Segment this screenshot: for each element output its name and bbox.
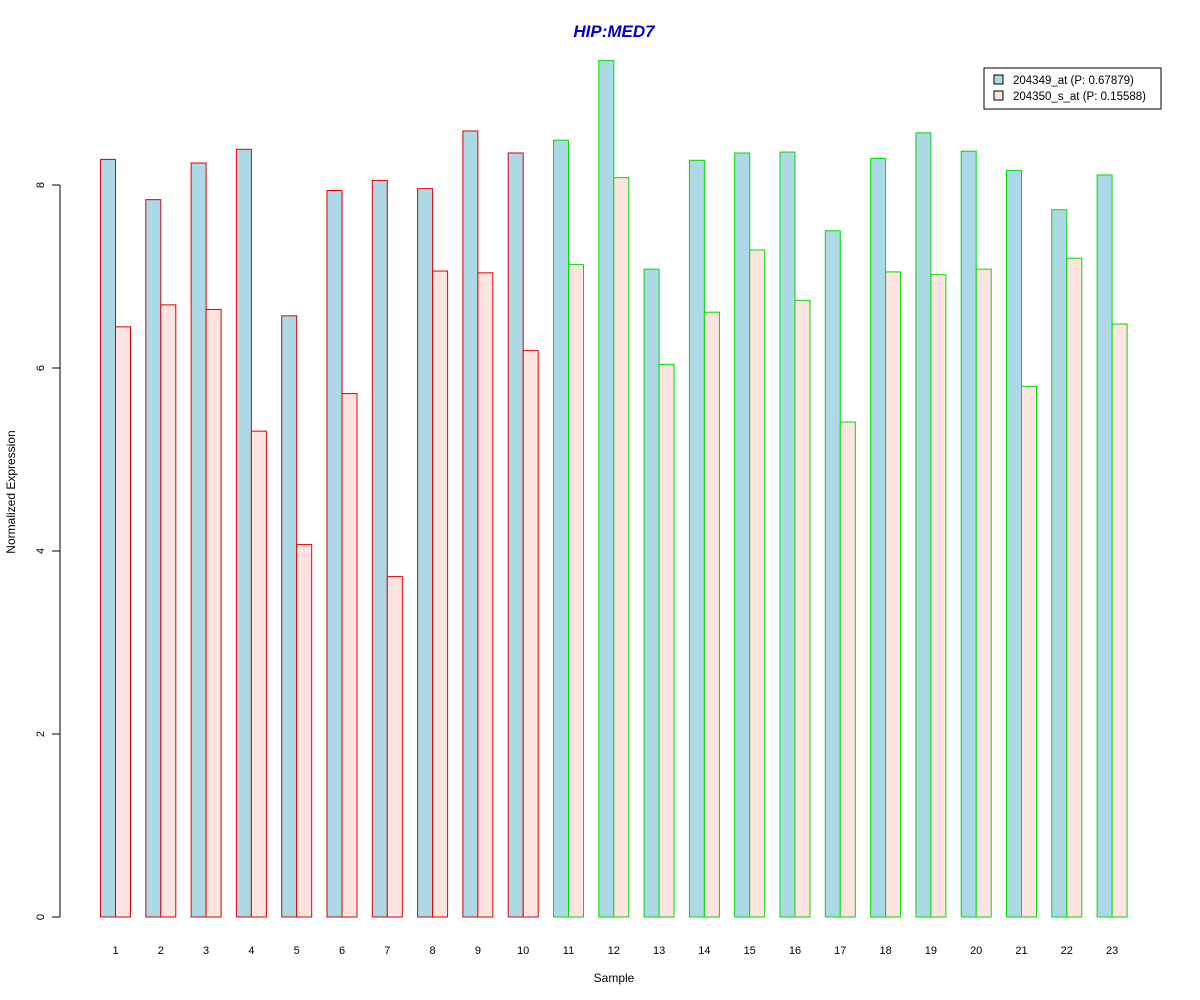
y-axis: 0 2 4 6 8 — [35, 182, 61, 920]
legend-label-204350-s-at: 204350_s_at (P: 0.15588) — [1013, 91, 1146, 103]
x-tick-label: 1 — [112, 945, 118, 957]
chart-title: HIP:MED7 — [573, 22, 656, 41]
x-tick-labels: 1 2 3 4 5 6 7 8 9 10 11 12 13 14 15 16 17 18 19 20 21 22 23 — [112, 945, 1118, 957]
bar-204350-s-at-sample-14 — [703, 311, 720, 918]
x-tick-label: 2 — [158, 945, 164, 957]
bar-204349-at-sample-12 — [598, 60, 615, 918]
y-tick-label: 4 — [35, 548, 47, 554]
x-tick-label: 3 — [203, 945, 209, 957]
y-tick-label: 6 — [35, 365, 47, 371]
bar-204350-s-at-sample-20 — [975, 268, 992, 918]
legend: 204349_at (P: 0.67879) 204350_s_at (P: 0… — [983, 67, 1162, 110]
bar-204349-at-sample-22 — [1051, 209, 1068, 918]
x-axis-title: Sample — [594, 971, 635, 985]
y-tick-label: 2 — [35, 731, 47, 737]
x-tick-label: 8 — [430, 945, 436, 957]
legend-swatch-204350-s-at — [993, 90, 1004, 101]
x-tick-label: 20 — [970, 945, 982, 957]
bar-204350-s-at-sample-9 — [477, 272, 494, 918]
legend-label-204349-at: 204349_at (P: 0.67879) — [1013, 75, 1134, 87]
x-tick-label: 19 — [925, 945, 937, 957]
bar-204349-at-sample-16 — [779, 151, 796, 918]
legend-swatch-204349-at — [993, 74, 1004, 85]
bar-204349-at-sample-14 — [688, 159, 705, 918]
legend-box — [983, 67, 1162, 110]
bar-204350-s-at-sample-10 — [522, 350, 539, 918]
bar-204349-at-sample-4 — [235, 148, 252, 918]
bar-204349-at-sample-13 — [643, 268, 660, 918]
bar-204350-s-at-sample-18 — [885, 271, 902, 918]
bar-204350-s-at-sample-3 — [205, 308, 222, 918]
bar-204350-s-at-sample-21 — [1021, 385, 1037, 918]
x-tick-label: 14 — [698, 945, 710, 957]
x-tick-label: 5 — [294, 945, 300, 957]
bar-204350-s-at-sample-7 — [386, 576, 403, 918]
x-tick-label: 23 — [1106, 945, 1118, 957]
bar-204350-s-at-sample-15 — [749, 249, 766, 918]
bar-204349-at-sample-8 — [417, 188, 434, 918]
bar-204349-at-sample-2 — [145, 199, 162, 918]
bar-204349-at-sample-15 — [734, 152, 751, 918]
y-tick-label: 0 — [35, 914, 47, 920]
bar-204350-s-at-sample-17 — [839, 421, 856, 918]
bar-204349-at-sample-20 — [960, 150, 977, 918]
bar-204350-s-at-sample-11 — [568, 264, 584, 918]
y-ticks: 0 2 4 6 8 — [35, 182, 60, 920]
x-tick-label: 10 — [517, 945, 529, 957]
bar-204349-at-sample-9 — [462, 130, 479, 918]
bar-204349-at-sample-3 — [190, 162, 207, 918]
y-axis-title: Normalized Expression — [4, 430, 18, 553]
bar-204350-s-at-sample-16 — [794, 299, 811, 918]
bar-204349-at-sample-7 — [371, 179, 388, 918]
bar-204350-s-at-sample-8 — [432, 270, 449, 918]
y-tick-label: 8 — [35, 182, 47, 188]
bar-204350-s-at-sample-2 — [160, 304, 177, 918]
bar-204350-s-at-sample-13 — [658, 363, 675, 918]
x-tick-label: 13 — [653, 945, 665, 957]
x-tick-label: 4 — [248, 945, 254, 957]
bar-204349-at-sample-1 — [100, 158, 116, 918]
bar-204350-s-at-sample-6 — [341, 393, 358, 918]
x-tick-label: 9 — [475, 945, 481, 957]
bars — [100, 60, 1128, 918]
x-tick-label: 6 — [339, 945, 345, 957]
x-tick-label: 15 — [744, 945, 756, 957]
x-tick-label: 7 — [384, 945, 390, 957]
x-tick-label: 18 — [879, 945, 891, 957]
x-tick-label: 17 — [834, 945, 846, 957]
bar-204349-at-sample-11 — [553, 139, 569, 918]
bar-204349-at-sample-23 — [1096, 174, 1113, 918]
bar-204349-at-sample-18 — [870, 157, 887, 918]
x-tick-label: 16 — [789, 945, 801, 957]
bar-204349-at-sample-17 — [824, 230, 841, 918]
bar-204350-s-at-sample-12 — [613, 177, 630, 918]
bar-204350-s-at-sample-19 — [930, 274, 947, 918]
bar-204349-at-sample-19 — [915, 132, 932, 918]
bar-204350-s-at-sample-23 — [1111, 323, 1128, 918]
bar-204349-at-sample-21 — [1006, 169, 1022, 918]
x-tick-label: 11 — [563, 945, 574, 957]
bar-204349-at-sample-5 — [281, 315, 298, 918]
bar-204350-s-at-sample-5 — [296, 544, 313, 918]
bar-204349-at-sample-6 — [326, 189, 343, 918]
x-tick-label: 22 — [1061, 945, 1073, 957]
x-tick-label: 21 — [1015, 945, 1027, 957]
x-tick-label: 12 — [608, 945, 620, 957]
bar-204350-s-at-sample-22 — [1066, 257, 1083, 918]
bar-204350-s-at-sample-1 — [115, 326, 131, 918]
bar-204350-s-at-sample-4 — [250, 430, 267, 918]
bar-204349-at-sample-10 — [507, 152, 524, 918]
